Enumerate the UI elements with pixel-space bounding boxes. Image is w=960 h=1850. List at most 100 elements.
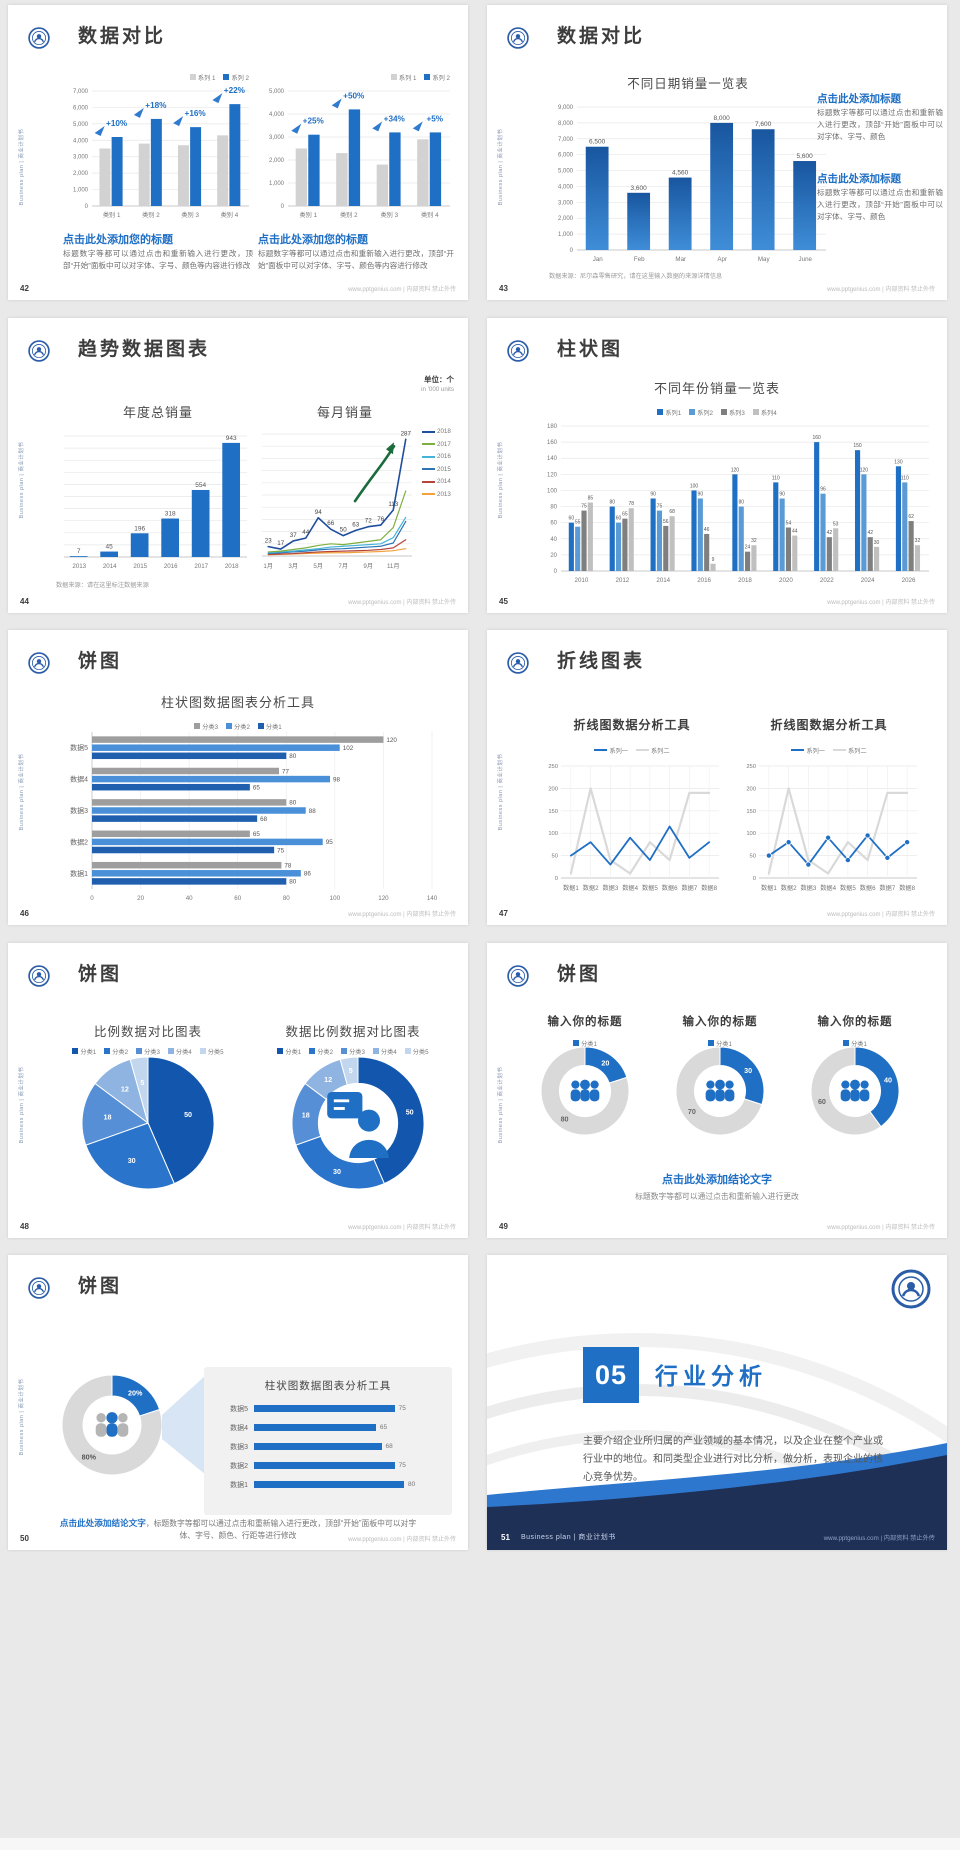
panel-bar-row: 数据5 75	[230, 1405, 406, 1413]
chart-legend: 分类1	[660, 1033, 780, 1051]
slide-45[interactable]: Business plan | 商业计划书 柱状图 不同年份销量一览表 系列1 系…	[487, 318, 947, 613]
svg-text:75: 75	[581, 504, 587, 510]
funnel-connector	[162, 1375, 206, 1475]
svg-text:7: 7	[77, 548, 81, 555]
slide-title: 饼图	[78, 964, 123, 985]
logo-icon	[507, 652, 529, 674]
svg-text:2017: 2017	[194, 563, 208, 570]
svg-text:12: 12	[324, 1075, 332, 1084]
page-number: 42	[20, 284, 29, 293]
conclusion-body: 标题数字等都可以通过点击和重新输入进行更改	[635, 1192, 799, 1201]
svg-text:数据7: 数据7	[879, 884, 895, 892]
svg-text:80: 80	[289, 753, 297, 760]
column-chart: 7 45 196 318 554 943 2013 2014 2015 2016 2017 2018	[56, 424, 251, 572]
footer-label: Business plan | 商业计划书	[521, 1534, 616, 1541]
column-chart: 0 1,000 2,000 3,000 4,000 5,000 6,000 7,000 8,00…	[545, 95, 830, 265]
svg-text:4,560: 4,560	[672, 170, 689, 177]
slide-title: 趋势数据图表	[78, 339, 211, 360]
svg-text:50: 50	[340, 527, 347, 534]
svg-text:66: 66	[327, 520, 334, 527]
svg-text:80: 80	[550, 505, 557, 511]
svg-text:0: 0	[85, 204, 89, 210]
svg-text:9月: 9月	[363, 563, 373, 570]
svg-text:4,000: 4,000	[269, 112, 285, 118]
logo-icon	[507, 965, 529, 987]
svg-text:30: 30	[333, 1167, 341, 1176]
svg-text:75: 75	[277, 847, 285, 854]
svg-text:554: 554	[195, 482, 206, 489]
svg-text:20: 20	[601, 1058, 609, 1067]
caption-title: 点击此处添加标题	[817, 93, 901, 105]
svg-text:2016: 2016	[164, 563, 178, 570]
svg-text:24: 24	[745, 545, 751, 551]
donut-chart: 50 30 18 12 5	[290, 1055, 426, 1191]
svg-text:120: 120	[378, 895, 389, 902]
page-number: 43	[499, 284, 508, 293]
svg-text:180: 180	[547, 424, 558, 430]
svg-text:50: 50	[184, 1110, 192, 1119]
svg-text:11月: 11月	[387, 563, 400, 570]
svg-text:70: 70	[688, 1107, 696, 1116]
svg-text:8,000: 8,000	[558, 121, 574, 127]
bar-panel: 柱状图数据图表分析工具 数据5 75 数据4 65 数据3 68 数据2 75 数据1 80	[204, 1367, 452, 1515]
svg-text:2016: 2016	[697, 577, 711, 584]
svg-text:40: 40	[186, 895, 193, 902]
slide-title: 饼图	[78, 651, 123, 672]
svg-text:30: 30	[128, 1156, 136, 1165]
slide-51[interactable]: 05 行业分析 主要介绍企业所归属的产业领域的基本情况，以及企业在整个产业或行业…	[487, 1255, 947, 1550]
slide-42[interactable]: Business plan | 商业计划书 数据对比 系列 1 系列 2 0 1,0…	[8, 5, 468, 300]
svg-text:7,000: 7,000	[73, 89, 89, 95]
svg-text:40: 40	[550, 537, 557, 543]
chart-legend: 分类1	[795, 1033, 915, 1051]
svg-text:12: 12	[121, 1085, 129, 1094]
svg-text:102: 102	[343, 745, 354, 752]
svg-text:类别 1: 类别 1	[103, 211, 121, 219]
chart-title: 输入你的标题	[547, 1016, 623, 1028]
chart-legend: 系列一 系列二	[739, 738, 919, 756]
line-chart: 0 50 100 150 200 250 数据1 数据2 数据3 数据4 数据5 数据6 数据7 数据8	[539, 756, 725, 894]
section-number: 05	[583, 1347, 639, 1403]
svg-text:数据5: 数据5	[840, 884, 856, 892]
svg-text:42: 42	[867, 530, 873, 536]
svg-text:72: 72	[365, 518, 372, 525]
svg-text:4,000: 4,000	[558, 184, 574, 190]
svg-text:数据4: 数据4	[70, 775, 88, 784]
svg-text:100: 100	[548, 831, 558, 837]
svg-text:75: 75	[657, 504, 663, 510]
svg-text:68: 68	[669, 509, 675, 515]
svg-text:78: 78	[284, 862, 292, 869]
svg-text:80: 80	[289, 800, 297, 807]
logo-icon	[891, 1269, 931, 1309]
chart-legend: 系列 1 系列 2	[258, 67, 454, 85]
grouped-column-chart: 0 1,000 2,000 3,000 4,000 5,000 类别 1 类别 2 类别 3 类别…	[256, 79, 454, 221]
slide-49[interactable]: Business plan | 商业计划书 饼图 输入你的标题 分类1 20 80…	[487, 943, 947, 1238]
svg-text:6,500: 6,500	[589, 139, 606, 146]
svg-text:68: 68	[260, 816, 268, 823]
section-background	[487, 1333, 947, 1550]
slide-47[interactable]: Business plan | 商业计划书 折线图表 折线图数据分析工具 系列一…	[487, 630, 947, 925]
slide-48[interactable]: Business plan | 商业计划书 饼图 比例数据对比图表 分类1 分类2…	[8, 943, 468, 1238]
slide-footer: www.pptgenius.com | 内部资料 禁止外传	[827, 600, 935, 606]
sidebar-vertical-text: Business plan | 商业计划书	[498, 128, 504, 206]
slide-43[interactable]: Business plan | 商业计划书 数据对比 不同日期销量一览表 0 1,…	[487, 5, 947, 300]
slide-50[interactable]: Business plan | 商业计划书 饼图 20% 80% 柱状图数据图表分…	[8, 1255, 468, 1550]
chart-title: 年度总销量	[122, 405, 193, 420]
svg-text:60: 60	[234, 895, 241, 902]
page-number: 46	[20, 909, 29, 918]
svg-text:100: 100	[690, 483, 699, 489]
pie-chart: 50 30 18 12 5	[80, 1055, 216, 1191]
svg-text:数据1: 数据1	[563, 884, 579, 892]
slide-46[interactable]: Business plan | 商业计划书 饼图 柱状图数据图表分析工具 分类3…	[8, 630, 468, 925]
svg-text:63: 63	[352, 521, 359, 528]
svg-text:30: 30	[874, 540, 880, 546]
slide-footer: www.pptgenius.com | 内部资料 禁止外传	[827, 912, 935, 918]
svg-text:2015: 2015	[133, 563, 147, 570]
svg-text:2024: 2024	[861, 577, 875, 584]
svg-text:30: 30	[744, 1066, 752, 1075]
logo-icon	[28, 652, 50, 674]
sidebar-vertical-text: Business plan | 商业计划书	[19, 1378, 25, 1456]
svg-text:+18%: +18%	[145, 101, 167, 110]
svg-text:数据2: 数据2	[583, 884, 599, 892]
slide-44[interactable]: Business plan | 商业计划书 趋势数据图表 单位：个 in '00…	[8, 318, 468, 613]
slide-footer: www.pptgenius.com | 内部资料 禁止外传	[348, 600, 456, 606]
